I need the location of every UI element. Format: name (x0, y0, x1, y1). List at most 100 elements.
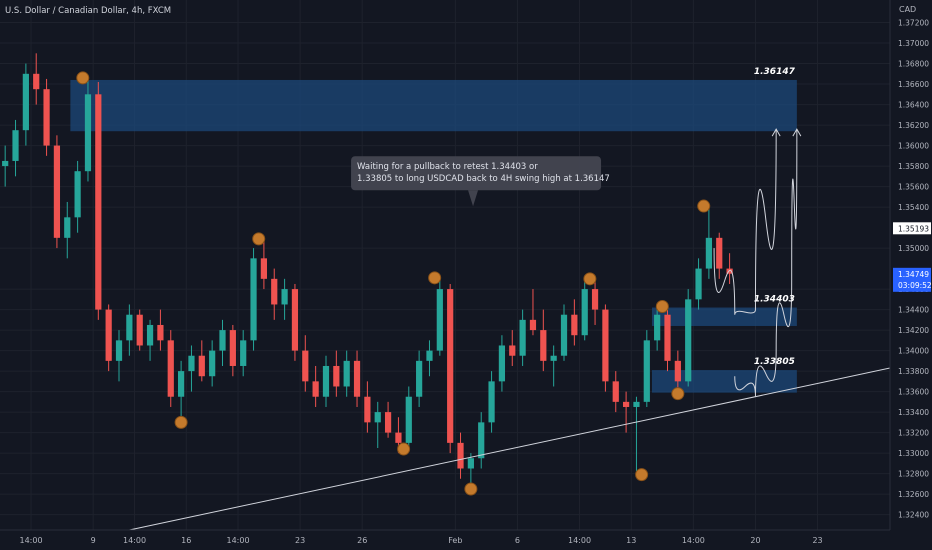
projection-arrow-path (734, 129, 798, 397)
symbol-title: U.S. Dollar / Canadian Dollar, 4h, FXCM (5, 6, 171, 16)
candle-body (312, 381, 319, 397)
candle-body (240, 340, 247, 366)
candle-body (384, 412, 392, 433)
price-tick-label: 1.32400 (898, 511, 929, 520)
candle-body (643, 340, 650, 402)
candle-body (591, 289, 599, 310)
last-price-label: 1.34749 (898, 270, 929, 279)
candle-body (416, 360, 423, 397)
candle-body (467, 458, 474, 469)
candle-body (33, 73, 40, 90)
current-swing-price-box (893, 222, 931, 235)
callout-text-line: 1.33805 to long USDCAD back to 4H swing … (357, 174, 610, 184)
candle-body (571, 314, 578, 336)
price-tick-label: 1.36400 (898, 101, 929, 110)
price-tick-label: 1.34400 (898, 306, 929, 315)
callout-pointer (468, 190, 479, 207)
candle-body (126, 314, 133, 341)
candle-body (498, 345, 506, 382)
candle-body (167, 340, 174, 397)
candle-body (198, 355, 205, 377)
candle-body (271, 278, 278, 305)
time-tick-label: 20 (750, 536, 760, 545)
price-tick-label: 1.34000 (898, 347, 929, 356)
currency-label: CAD (899, 5, 916, 14)
candle-body (623, 401, 630, 407)
candle-body (74, 171, 81, 218)
candle-body (136, 314, 143, 346)
candle-body (105, 309, 112, 361)
projection-arrow-path (713, 129, 777, 315)
swing-point-marker (397, 442, 411, 456)
candle-body (705, 237, 712, 269)
time-tick-label: 26 (357, 536, 367, 545)
candle-body (146, 324, 154, 346)
price-tick-label: 1.35600 (898, 183, 929, 192)
candle-body (53, 145, 61, 238)
candle-body (664, 314, 671, 361)
time-tick-label: 23 (295, 536, 305, 545)
candle-body (540, 330, 547, 361)
time-tick-label: 14:00 (682, 536, 705, 545)
candle-body (178, 371, 185, 397)
time-tick-label: 14:00 (20, 536, 43, 545)
time-tick-label: 13 (626, 536, 636, 545)
zone-labels: 1.36147 1.34403 1.33805 (754, 67, 796, 367)
time-tick-label: 23 (812, 536, 822, 545)
time-tick-label: 6 (515, 536, 520, 545)
candle-body (674, 360, 681, 382)
callout-text-line: Waiting for a pullback to retest 1.34403… (357, 162, 538, 172)
swing-points (76, 71, 711, 496)
callout-box (351, 156, 602, 191)
candle-body (550, 355, 557, 361)
annotation-callout[interactable]: Waiting for a pullback to retest 1.34403… (351, 156, 610, 207)
time-tick-label: 9 (91, 536, 96, 545)
grid-lines (0, 0, 890, 530)
time-axis-panel[interactable] (0, 530, 890, 550)
candle-body (457, 442, 464, 469)
candle-body (188, 355, 195, 372)
candle-body (281, 289, 288, 305)
candle-body (529, 319, 537, 331)
swing-point-marker (174, 415, 188, 429)
price-tick-label: 1.32600 (898, 490, 929, 499)
candle-body (209, 350, 216, 377)
swing-point-marker (76, 71, 90, 85)
zone-box (70, 79, 797, 132)
zone-price-label: 1.36147 (754, 67, 796, 77)
time-axis: 14:00 9 14:00 16 14:00 23 26 Feb 6 14:00 13 14:00 20… (20, 536, 823, 545)
price-tick-label: 1.33200 (898, 429, 929, 438)
zone-price-label: 1.34403 (754, 295, 795, 305)
candle-body (426, 350, 433, 361)
candle-body (250, 258, 257, 341)
price-labels: 1.35193 1.34749 03:09:52 (893, 222, 932, 292)
price-tick-label: 1.33800 (898, 367, 929, 376)
candle-body (302, 350, 309, 382)
candle-body (488, 381, 495, 423)
candle-body (716, 237, 723, 269)
time-tick-label: Feb (448, 536, 462, 545)
candle-body (22, 73, 29, 131)
candle-body (322, 365, 330, 397)
time-tick-label: 14:00 (123, 536, 146, 545)
price-tick-label: 1.37200 (898, 19, 929, 28)
candle-body (519, 319, 526, 356)
swing-point-marker (428, 271, 442, 285)
candle-body (291, 289, 299, 351)
candle-body (343, 360, 350, 387)
candle-body (260, 258, 267, 279)
bar-timer-label: 03:09:52 (898, 281, 932, 290)
price-tick-label: 1.33600 (898, 388, 929, 397)
candle-body (478, 422, 485, 459)
candle-body (405, 396, 412, 443)
candle-body (364, 396, 371, 423)
price-axis: 1.37200 1.37000 1.36800 1.36600 1.36400 1.362… (898, 19, 929, 520)
candle-body (612, 381, 619, 402)
candle-body (2, 160, 9, 167)
price-tick-label: 1.33400 (898, 408, 929, 417)
ascending-trendline[interactable] (129, 367, 891, 531)
candle-body (333, 365, 340, 387)
zone-price-label: 1.33805 (754, 357, 795, 367)
candle-body (12, 130, 19, 161)
